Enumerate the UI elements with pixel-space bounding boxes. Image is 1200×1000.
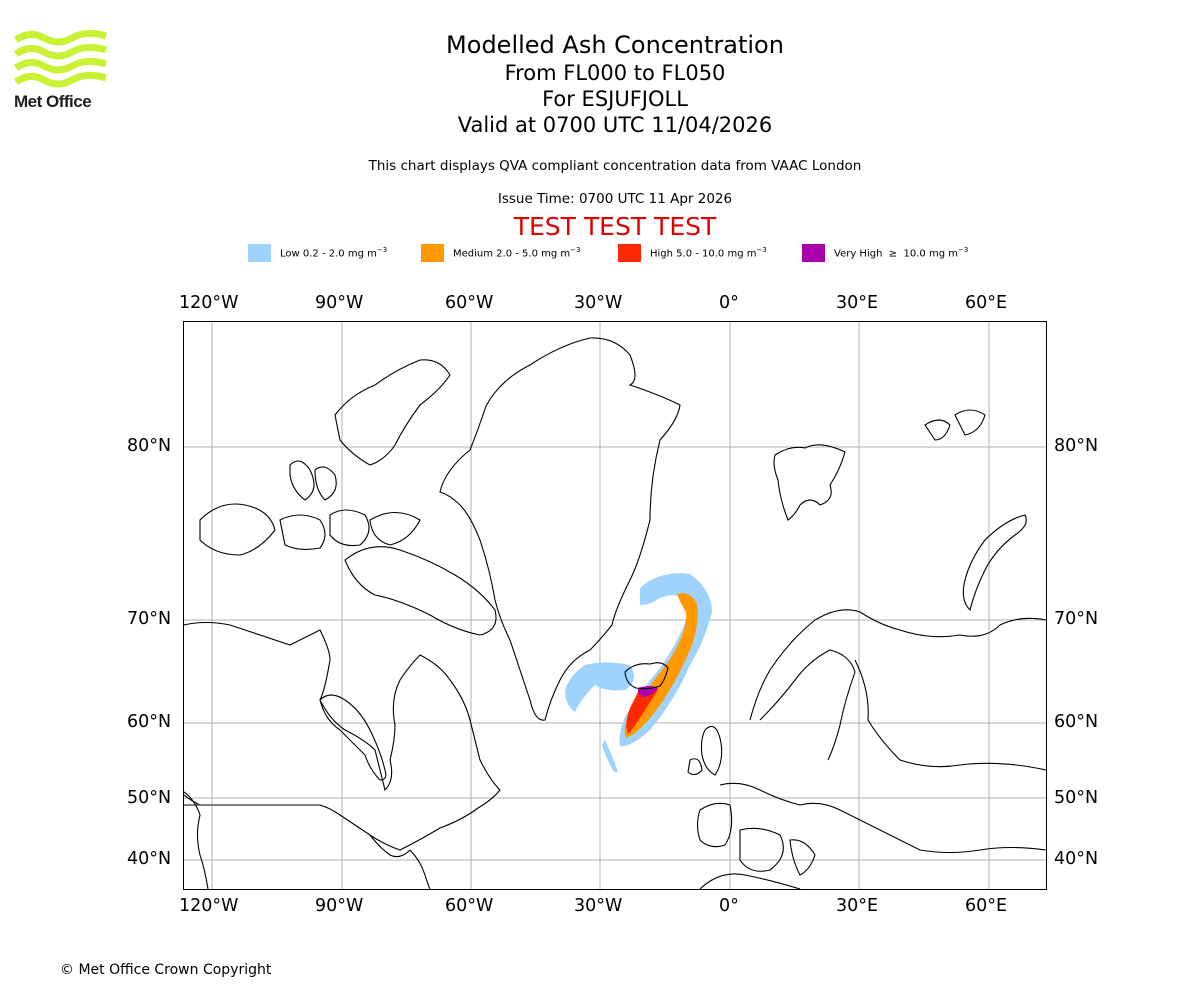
legend: Low 0.2 - 2.0 mg m−3 Medium 2.0 - 5.0 mg…: [0, 243, 1200, 263]
valid-time: Valid at 0700 UTC 11/04/2026: [457, 113, 773, 137]
coastlines: [183, 337, 1047, 890]
legend-swatch-very-high: [802, 244, 825, 262]
lon-label-top-30w: 30°W: [574, 293, 623, 313]
legend-swatch-low: [248, 244, 271, 262]
lon-label-bottom-0: 0°: [719, 896, 739, 916]
legend-item-low: Low 0.2 - 2.0 mg m−3: [248, 244, 387, 262]
lon-label-bottom-120w: 120°W: [179, 896, 239, 916]
lon-label-top-60w: 60°W: [445, 293, 494, 313]
lat-label-left-60n: 60°N: [127, 712, 172, 732]
ash-map[interactable]: [183, 321, 1047, 890]
test-banner: TEST TEST TEST: [513, 212, 717, 241]
met-office-logo: Met Office: [13, 29, 108, 112]
logo-wordmark: Met Office: [14, 92, 92, 111]
copyright-notice: © Met Office Crown Copyright: [60, 962, 272, 978]
lon-label-top-30e: 30°E: [836, 293, 879, 313]
lat-label-left-40n: 40°N: [127, 849, 172, 869]
lat-label-right-60n: 60°N: [1054, 712, 1099, 732]
lat-label-left-50n: 50°N: [127, 788, 172, 808]
issue-time: Issue Time: 0700 UTC 11 Apr 2026: [497, 191, 733, 207]
volcano-name: For ESJUFJOLL: [542, 87, 688, 111]
flight-levels: From FL000 to FL050: [504, 61, 726, 85]
chart-title-block: Modelled Ash Concentration From FL000 to…: [0, 30, 1200, 138]
lat-label-right-70n: 70°N: [1054, 609, 1099, 629]
lat-label-right-80n: 80°N: [1054, 436, 1099, 456]
legend-label-medium: Medium 2.0 - 5.0 mg m−3: [453, 246, 581, 260]
legend-item-high: High 5.0 - 10.0 mg m−3: [618, 244, 767, 262]
legend-item-very-high: Very High ≥ 10.0 mg m−3: [802, 244, 968, 262]
legend-swatch-medium: [421, 244, 444, 262]
lat-label-right-50n: 50°N: [1054, 788, 1099, 808]
lon-label-bottom-90w: 90°W: [315, 896, 364, 916]
chart-description: This chart displays QVA compliant concen…: [368, 158, 862, 174]
graticule: [184, 322, 1046, 889]
lon-label-top-0: 0°: [719, 293, 739, 313]
map-canvas: [183, 322, 1047, 890]
lon-label-bottom-30w: 30°W: [574, 896, 623, 916]
lon-label-bottom-60e: 60°E: [965, 896, 1008, 916]
lon-label-top-120w: 120°W: [179, 293, 239, 313]
lon-label-bottom-30e: 30°E: [836, 896, 879, 916]
legend-label-high: High 5.0 - 10.0 mg m−3: [650, 246, 767, 260]
ash-plume: [565, 573, 712, 772]
lat-label-left-80n: 80°N: [127, 436, 172, 456]
legend-swatch-high: [618, 244, 641, 262]
legend-label-very-high: Very High ≥ 10.0 mg m−3: [834, 246, 969, 260]
legend-item-medium: Medium 2.0 - 5.0 mg m−3: [421, 244, 580, 262]
legend-label-low: Low 0.2 - 2.0 mg m−3: [280, 246, 388, 260]
lon-label-top-60e: 60°E: [965, 293, 1008, 313]
lon-label-top-90w: 90°W: [315, 293, 364, 313]
lon-label-bottom-60w: 60°W: [445, 896, 494, 916]
met-office-waves-icon: [13, 29, 108, 88]
lat-label-left-70n: 70°N: [127, 609, 172, 629]
chart-title: Modelled Ash Concentration: [446, 31, 784, 59]
lat-label-right-40n: 40°N: [1054, 849, 1099, 869]
